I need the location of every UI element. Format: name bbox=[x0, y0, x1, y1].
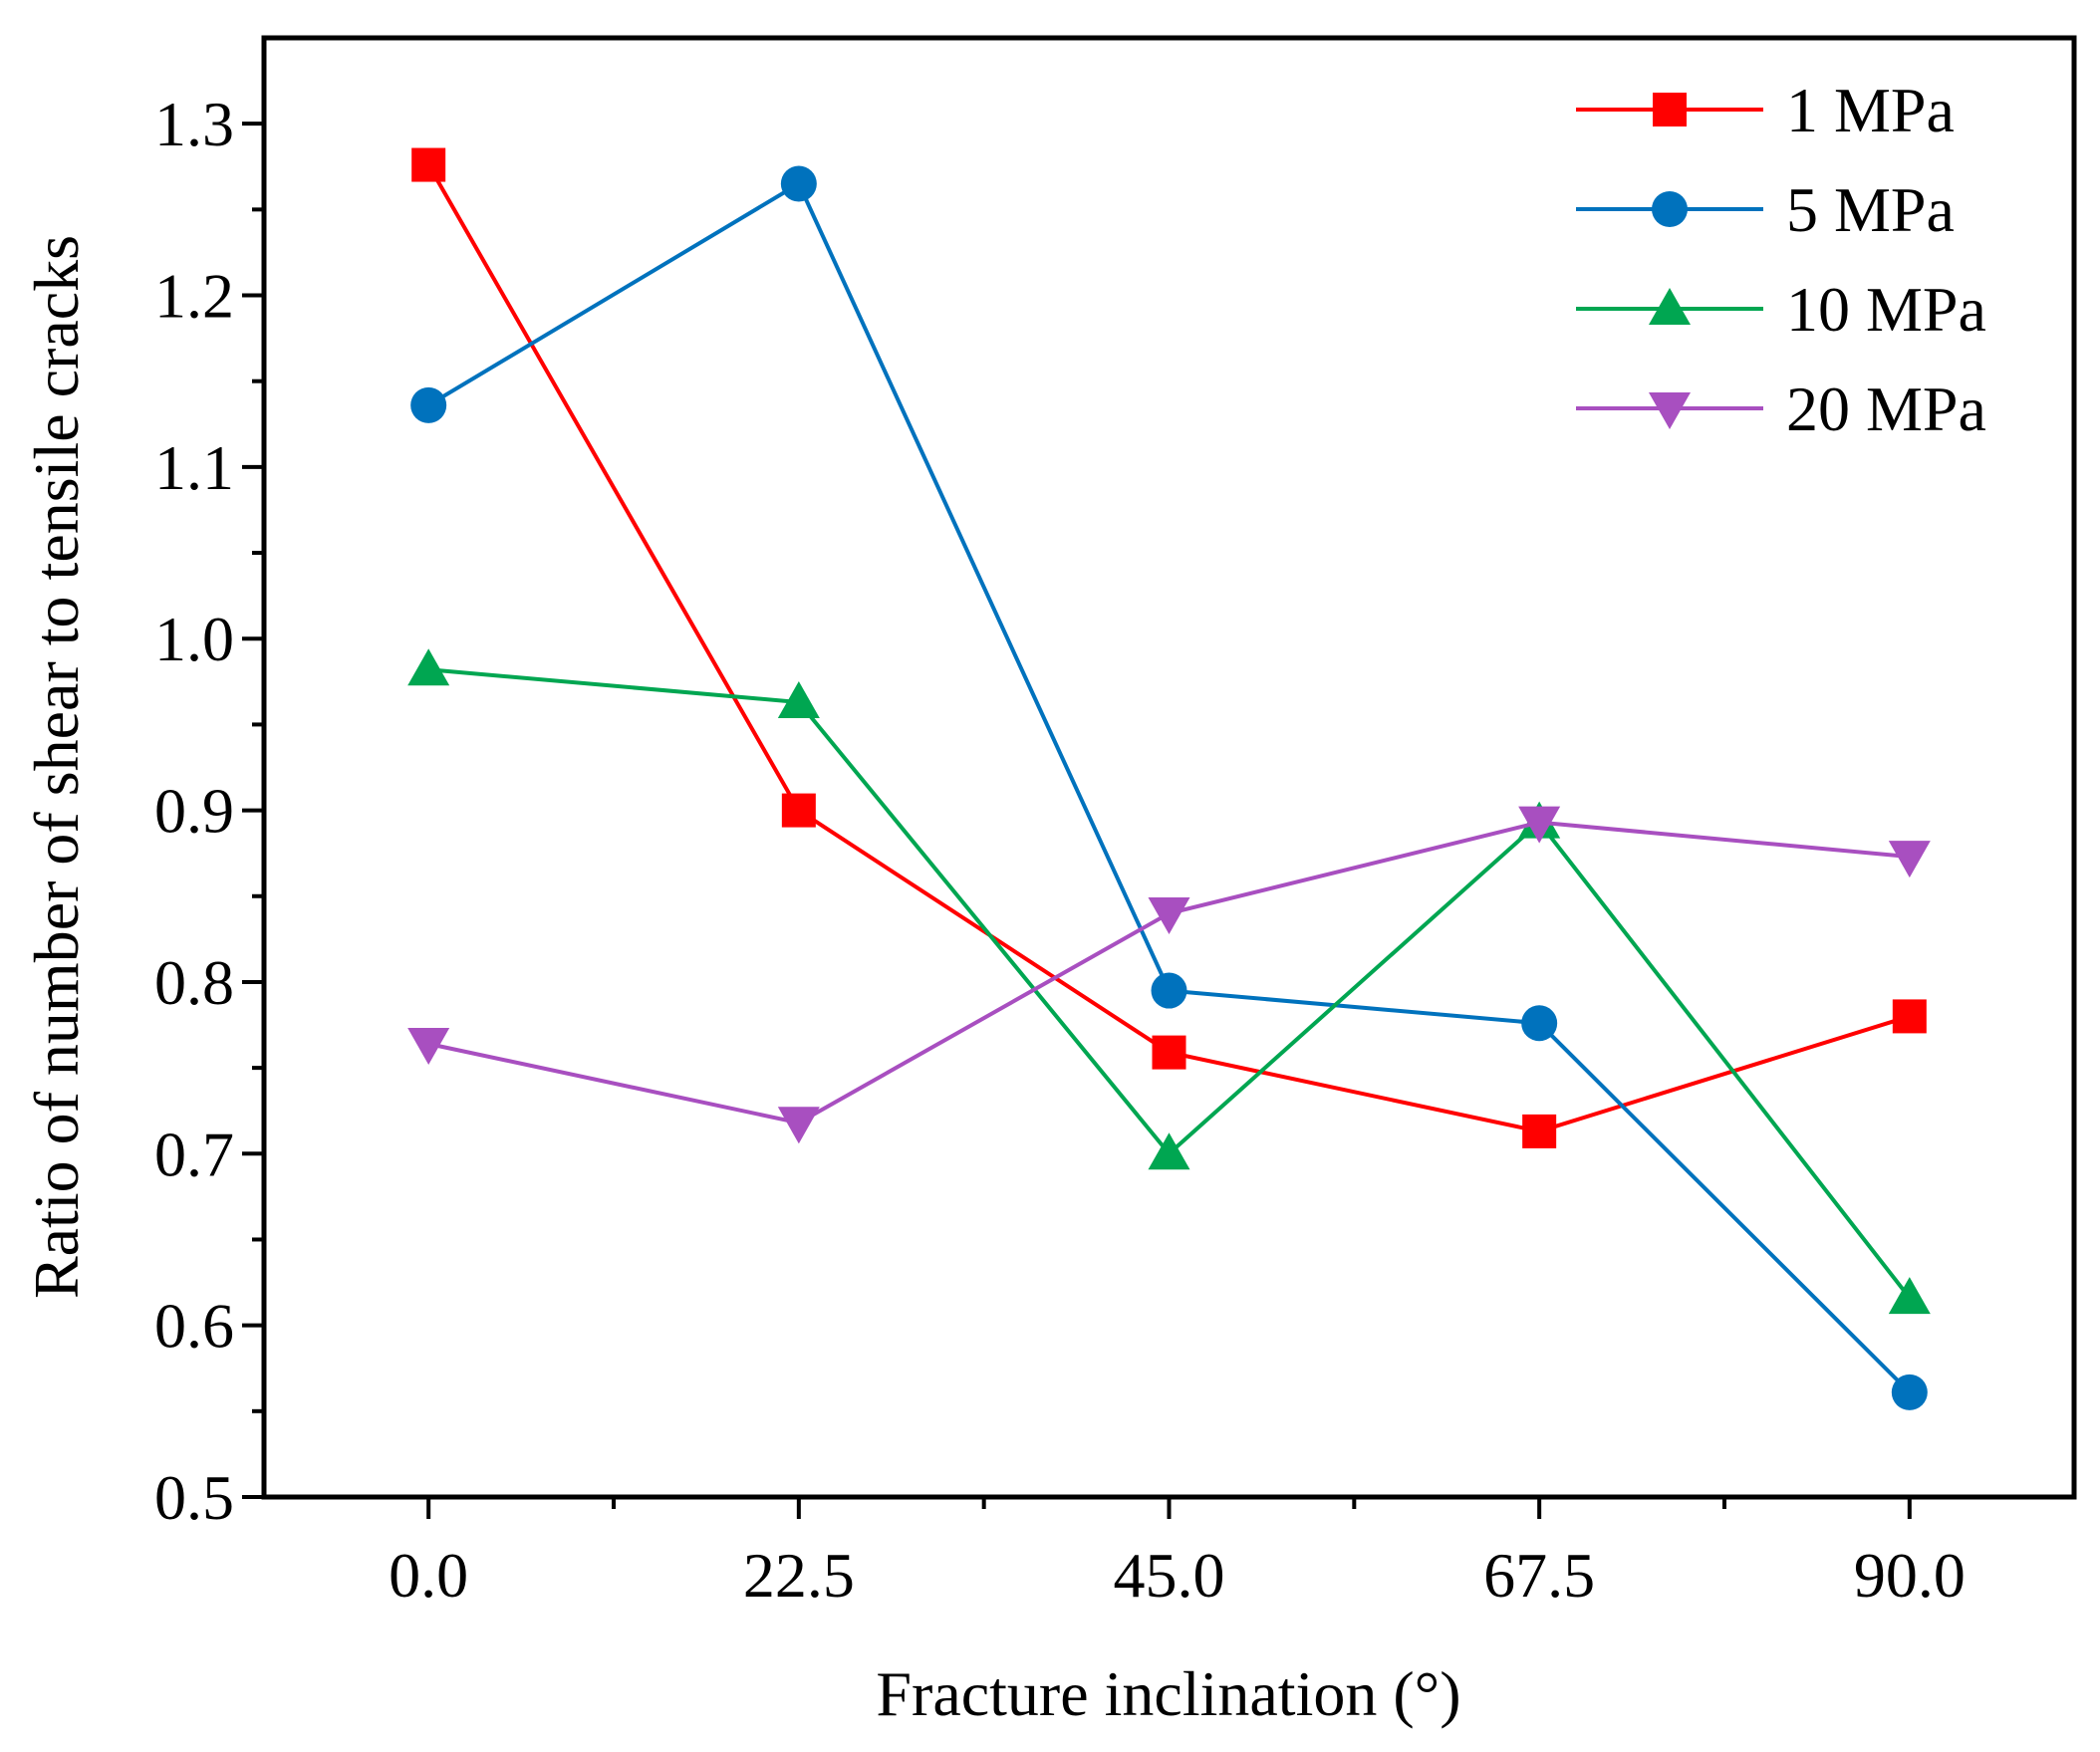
legend-item-5-mpa: 5 MPa bbox=[1576, 174, 1955, 245]
series-5-mpa bbox=[410, 165, 1928, 1410]
x-tick-label: 0.0 bbox=[389, 1540, 468, 1611]
y-tick-label: 0.9 bbox=[154, 776, 234, 847]
data-point-1-mpa bbox=[781, 793, 816, 828]
y-axis-label: Ratio of number of shear to tensile crac… bbox=[21, 235, 92, 1299]
data-point-5-mpa bbox=[1891, 1374, 1928, 1410]
data-point-5-mpa bbox=[1521, 1005, 1558, 1042]
y-axis: 0.5 0.6 0.7 0.8 0.9 1.0 1.1 1.2 1.3 bbox=[154, 89, 264, 1533]
legend-marker bbox=[1649, 392, 1691, 429]
legend-marker bbox=[1652, 191, 1688, 227]
data-point-10-mpa bbox=[777, 681, 820, 719]
legend-item-10-mpa: 10 MPa bbox=[1576, 274, 1986, 345]
legend-label: 5 MPa bbox=[1786, 174, 1955, 245]
y-tick-label: 0.5 bbox=[154, 1462, 234, 1533]
data-point-20-mpa bbox=[1518, 806, 1561, 844]
data-point-5-mpa bbox=[410, 386, 447, 423]
data-point-10-mpa bbox=[1148, 1132, 1190, 1170]
data-point-1-mpa bbox=[1152, 1035, 1186, 1070]
x-axis-label: Fracture inclination (°) bbox=[876, 1658, 1460, 1729]
legend-label: 10 MPa bbox=[1786, 274, 1986, 345]
plot-frame bbox=[261, 35, 2077, 1500]
data-point-1-mpa bbox=[1522, 1114, 1557, 1148]
data-point-20-mpa bbox=[1888, 841, 1931, 878]
data-point-10-mpa bbox=[1888, 1277, 1931, 1315]
y-tick-label: 1.0 bbox=[154, 604, 234, 674]
y-tick-label: 1.2 bbox=[154, 261, 234, 332]
data-point-5-mpa bbox=[1151, 972, 1187, 1009]
series-line-5-mpa bbox=[427, 180, 1912, 1394]
legend-item-1-mpa: 1 MPa bbox=[1576, 75, 1955, 145]
y-tick-label: 0.6 bbox=[154, 1291, 234, 1362]
series-10-mpa bbox=[407, 648, 1931, 1315]
series-layer bbox=[407, 147, 1931, 1410]
legend-marker bbox=[1653, 93, 1687, 126]
data-point-10-mpa bbox=[407, 648, 450, 686]
series-20-mpa bbox=[407, 806, 1931, 1144]
data-point-1-mpa bbox=[411, 147, 446, 182]
legend-marker bbox=[1649, 288, 1691, 325]
x-tick-label: 45.0 bbox=[1114, 1540, 1225, 1611]
data-point-20-mpa bbox=[407, 1027, 450, 1065]
x-tick-label: 22.5 bbox=[743, 1540, 855, 1611]
legend-label: 20 MPa bbox=[1786, 374, 1986, 444]
y-tick-label: 0.7 bbox=[154, 1119, 234, 1189]
series-1-mpa bbox=[411, 147, 1927, 1148]
x-tick-label: 90.0 bbox=[1854, 1540, 1966, 1611]
y-tick-label: 1.1 bbox=[154, 432, 234, 503]
x-tick-label: 67.5 bbox=[1483, 1540, 1595, 1611]
data-point-20-mpa bbox=[1148, 897, 1190, 934]
data-point-5-mpa bbox=[780, 165, 817, 202]
y-tick-label: 1.3 bbox=[154, 89, 234, 159]
y-tick-label: 0.8 bbox=[154, 947, 234, 1018]
data-point-20-mpa bbox=[777, 1107, 820, 1144]
legend: 1 MPa 5 MPa 10 MPa 20 MPa bbox=[1576, 75, 1986, 444]
x-axis: 0.0 22.5 45.0 67.5 90.0 bbox=[389, 1497, 1966, 1611]
data-point-1-mpa bbox=[1892, 999, 1927, 1034]
legend-label: 1 MPa bbox=[1786, 75, 1955, 145]
series-line-20-mpa bbox=[427, 820, 1911, 1126]
legend-item-20-mpa: 20 MPa bbox=[1576, 374, 1986, 444]
